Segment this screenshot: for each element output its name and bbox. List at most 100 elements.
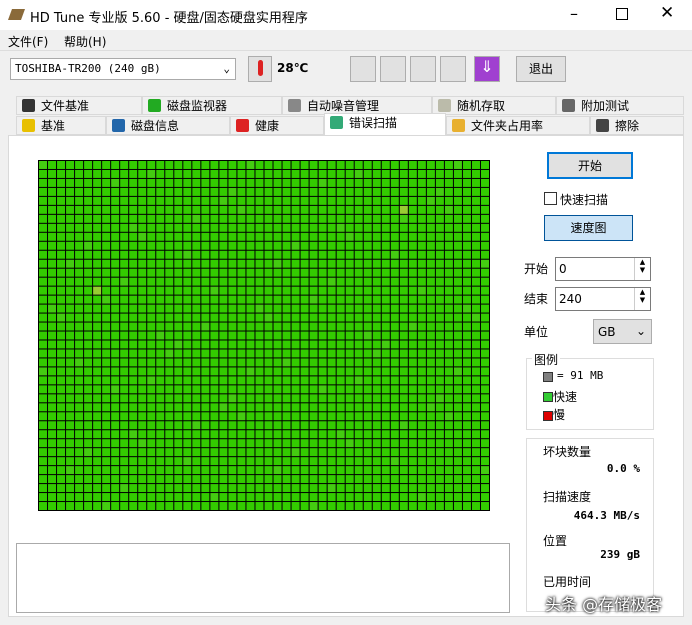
block	[165, 331, 174, 340]
block	[417, 322, 426, 331]
block	[156, 286, 165, 295]
block	[84, 448, 93, 457]
block	[462, 349, 471, 358]
block	[147, 286, 156, 295]
minimize[interactable]: –	[570, 4, 578, 23]
block	[273, 214, 282, 223]
block	[48, 277, 57, 286]
block	[336, 448, 345, 457]
block	[165, 421, 174, 430]
block	[255, 358, 264, 367]
block	[219, 502, 228, 510]
block	[309, 484, 318, 493]
block	[381, 457, 390, 466]
tool-options[interactable]	[440, 56, 466, 82]
block	[381, 466, 390, 475]
tab[interactable]: 磁盘信息	[106, 116, 230, 135]
block	[183, 205, 192, 214]
block	[291, 349, 300, 358]
block	[408, 214, 417, 223]
block	[219, 196, 228, 205]
block	[201, 196, 210, 205]
block	[246, 484, 255, 493]
drive-select[interactable]: TOSHIBA-TR200 (240 gB) ⌄	[10, 58, 236, 80]
block	[165, 232, 174, 241]
start-input[interactable]: 0 ▲ ▼	[555, 257, 651, 281]
start-button[interactable]: 开始	[547, 152, 633, 179]
tab[interactable]: 擦除	[590, 116, 684, 135]
quick-scan-checkbox[interactable]	[544, 192, 557, 205]
tool-copy[interactable]	[350, 56, 376, 82]
tab[interactable]: 文件夹占用率	[446, 116, 590, 135]
exit-button[interactable]: 退出	[516, 56, 566, 82]
tab[interactable]: 随机存取	[432, 96, 556, 115]
block	[282, 448, 291, 457]
block	[165, 475, 174, 484]
tool-copy-all[interactable]	[380, 56, 406, 82]
block	[129, 313, 138, 322]
block	[480, 331, 489, 340]
speed-map-button[interactable]: 速度图	[544, 215, 633, 241]
block	[237, 187, 246, 196]
block	[102, 295, 111, 304]
block	[453, 448, 462, 457]
block	[273, 376, 282, 385]
block	[453, 475, 462, 484]
block	[210, 457, 219, 466]
block	[48, 313, 57, 322]
menu-file[interactable]: 文件(F)	[8, 35, 49, 49]
block	[345, 322, 354, 331]
block	[129, 241, 138, 250]
block	[255, 161, 264, 169]
block	[219, 466, 228, 475]
end-input[interactable]: 240 ▲ ▼	[555, 287, 651, 311]
block	[462, 430, 471, 439]
block	[390, 322, 399, 331]
block	[309, 457, 318, 466]
block	[327, 214, 336, 223]
block	[102, 304, 111, 313]
block	[129, 232, 138, 241]
block	[138, 187, 147, 196]
tab[interactable]: 健康	[230, 116, 324, 135]
block	[165, 349, 174, 358]
block	[183, 502, 192, 510]
block	[75, 232, 84, 241]
tab[interactable]: 附加测试	[556, 96, 684, 115]
block	[282, 161, 291, 169]
block	[426, 223, 435, 232]
block	[210, 484, 219, 493]
block	[372, 295, 381, 304]
block	[102, 484, 111, 493]
block	[390, 268, 399, 277]
block	[183, 394, 192, 403]
block	[228, 205, 237, 214]
tab[interactable]: 基准	[16, 116, 106, 135]
block	[111, 313, 120, 322]
block	[120, 430, 129, 439]
block	[300, 331, 309, 340]
block	[309, 475, 318, 484]
block	[246, 349, 255, 358]
block	[273, 304, 282, 313]
block	[120, 367, 129, 376]
maximize[interactable]	[616, 8, 628, 20]
tool-save[interactable]: ⇓	[474, 56, 500, 82]
block	[237, 169, 246, 178]
tab[interactable]: 文件基准	[16, 96, 142, 115]
block	[237, 331, 246, 340]
tool-screenshot[interactable]	[410, 56, 436, 82]
block	[381, 250, 390, 259]
block	[336, 394, 345, 403]
block	[219, 457, 228, 466]
block	[264, 268, 273, 277]
close[interactable]: ✕	[660, 3, 675, 23]
menu-help[interactable]: 帮助(H)	[64, 35, 107, 49]
tab-active[interactable]: 错误扫描	[324, 113, 446, 136]
block	[39, 466, 48, 475]
unit-select[interactable]: GB ⌄	[593, 319, 652, 344]
block	[462, 169, 471, 178]
tab[interactable]: 磁盘监视器	[142, 96, 282, 115]
block	[183, 178, 192, 187]
block	[111, 295, 120, 304]
